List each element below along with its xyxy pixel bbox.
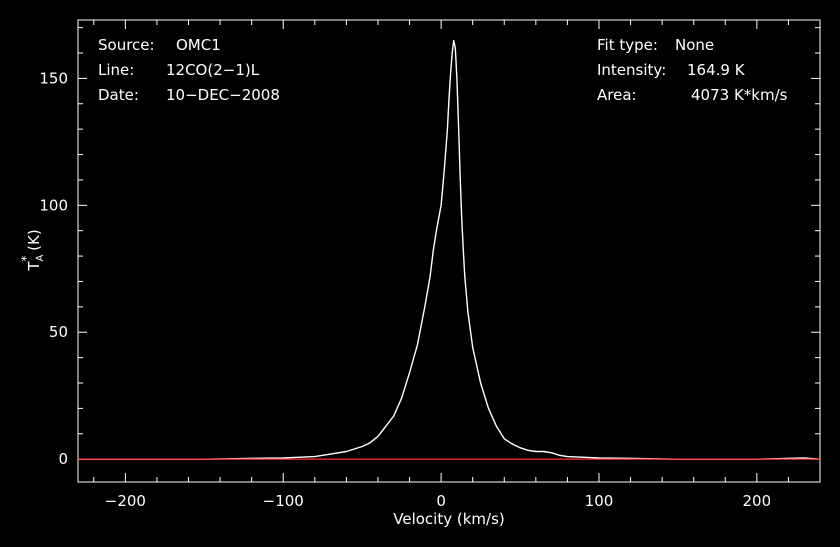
x-tick-label: −100 (263, 492, 304, 510)
axis-ticks (78, 20, 821, 482)
x-tick-label: 200 (743, 492, 772, 510)
area-label: Area: (597, 86, 637, 104)
line-label: Line: (98, 61, 134, 79)
y-axis-label-unit: (K) (25, 229, 43, 255)
info-right: Fit type: None Intensity: 164.9 K Area: … (597, 36, 788, 104)
x-tick-label: −200 (105, 492, 146, 510)
y-tick-label: 100 (39, 196, 68, 214)
x-axis-label: Velocity (km/s) (393, 510, 504, 528)
x-tick-labels: −200 −100 0 100 200 (105, 492, 771, 510)
y-tick-labels: 0 50 100 150 (39, 69, 68, 468)
date-value: 10−DEC−2008 (166, 86, 280, 104)
date-label: Date: (98, 86, 139, 104)
intensity-value: 164.9 K (687, 61, 746, 79)
spectrum-line (78, 39, 821, 460)
y-axis-label-main: T (25, 261, 43, 272)
fit-type-label: Fit type: (597, 36, 658, 54)
line-value: 12CO(2−1)L (166, 61, 260, 79)
x-tick-label: 100 (585, 492, 614, 510)
y-axis-label: TA* (K) (19, 229, 46, 271)
spectrum-lines (78, 39, 821, 460)
source-label: Source: (98, 36, 155, 54)
fit-type-value: None (675, 36, 714, 54)
area-value: 4073 K*km/s (691, 86, 788, 104)
y-tick-label: 150 (39, 69, 68, 87)
plot-frame (77, 19, 821, 483)
x-tick-label: 0 (436, 492, 446, 510)
y-tick-label: 50 (49, 323, 68, 341)
svg-text:TA* (K): TA* (K) (19, 229, 46, 271)
y-axis-label-sub: A (35, 254, 46, 261)
info-left: Source: OMC1 Line: 12CO(2−1)L Date: 10−D… (98, 36, 280, 104)
source-value: OMC1 (176, 36, 221, 54)
y-tick-label: 0 (58, 450, 68, 468)
intensity-label: Intensity: (597, 61, 666, 79)
y-axis-label-sup: * (19, 256, 33, 262)
